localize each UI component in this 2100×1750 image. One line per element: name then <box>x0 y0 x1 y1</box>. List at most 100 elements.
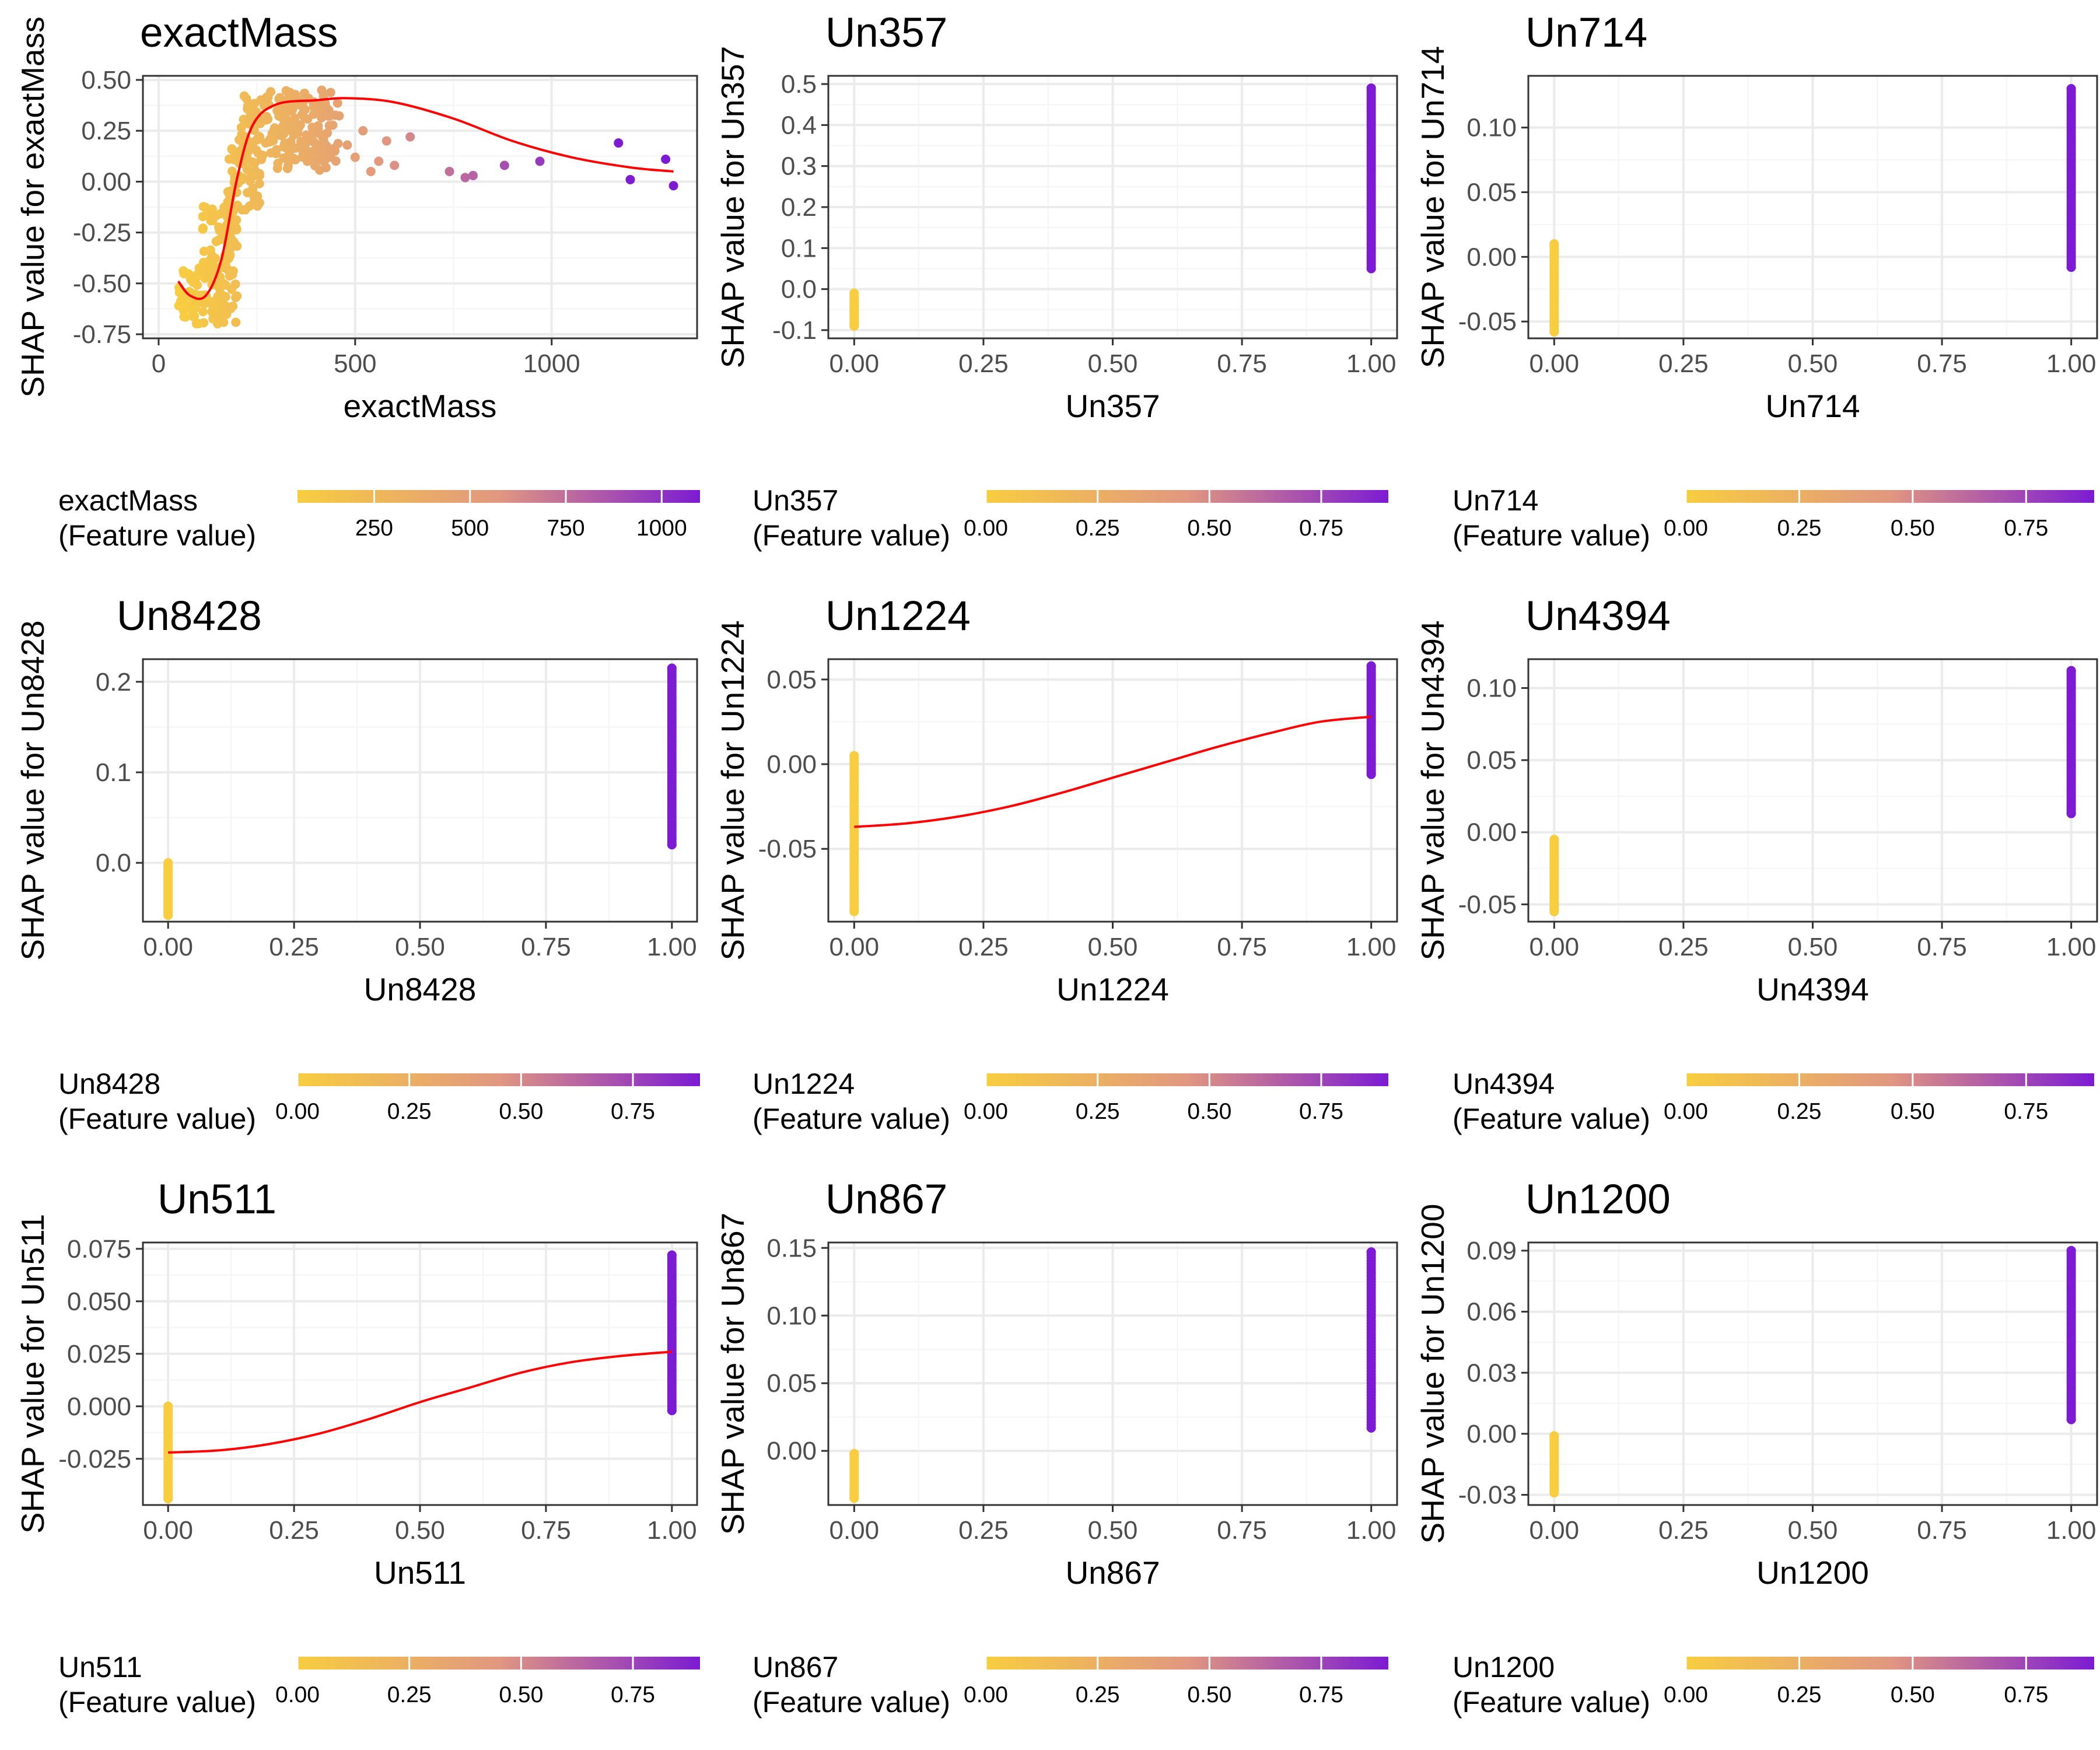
y-tick-label: -0.03 <box>1458 1481 1517 1510</box>
legend-title: Un1200 <box>1452 1651 1555 1684</box>
y-tick-label: 0.05 <box>766 1369 817 1398</box>
y-tick-label: 0.0 <box>781 275 817 304</box>
x-tick-label: 1.00 <box>2046 933 2096 961</box>
data-point <box>194 318 204 328</box>
data-point <box>1549 239 1559 249</box>
data-point <box>310 160 320 170</box>
smooth-line <box>177 97 674 300</box>
data-point <box>2066 262 2076 272</box>
x-tick-label: 0.50 <box>1088 349 1138 378</box>
x-tick-label: 0.50 <box>1788 349 1838 378</box>
points-layer <box>1549 84 2076 337</box>
points-layer <box>174 85 678 329</box>
data-point <box>321 163 331 173</box>
chart-title: Un8428 <box>117 593 262 639</box>
color-legend: Un1200(Feature value) 0.00 0.25 0.50 0.75 <box>1452 1651 2094 1718</box>
data-point <box>318 146 328 156</box>
legend-colorbar <box>1686 1073 2094 1086</box>
color-legend: Un4394(Feature value) 0.00 0.25 0.50 0.75 <box>1452 1068 2094 1135</box>
legend-tick-label: 0.75 <box>1299 516 1343 541</box>
y-tick-label: 0.4 <box>781 111 817 139</box>
x-tick-label: 0.00 <box>1529 349 1579 378</box>
data-point <box>1366 264 1376 274</box>
legend-colorbar <box>986 1073 1388 1086</box>
y-tick-label: 0.03 <box>1466 1359 1517 1387</box>
legend-tick-label: 0.00 <box>964 1099 1008 1124</box>
legend-colorbar <box>1686 1657 2094 1670</box>
y-tick-label: 0.10 <box>766 1301 817 1330</box>
x-tick-label: 1.00 <box>647 933 697 961</box>
x-tick-label: 1.00 <box>1346 349 1396 378</box>
legend-tick-label: 0.75 <box>2004 1099 2048 1124</box>
data-point <box>252 135 262 145</box>
legend-tick-label: 0.50 <box>1187 1682 1231 1707</box>
data-point <box>625 174 635 184</box>
data-point <box>163 1494 173 1504</box>
legend-tick-label: 250 <box>355 516 393 541</box>
chart-title: Un357 <box>825 10 947 56</box>
chart-panel-un1200: 0.00 0.25 0.50 0.75 1.00 -0.03 0.00 0.03 0.06 0.0… <box>1415 1177 2098 1718</box>
legend-tick-label: 750 <box>547 516 584 541</box>
data-point <box>535 156 545 166</box>
data-point <box>1549 1431 1559 1441</box>
x-tick-label: 0.25 <box>958 1516 1009 1545</box>
data-point <box>849 288 859 298</box>
legend-colorbar <box>298 490 700 503</box>
data-point <box>382 136 391 146</box>
y-tick-label: -0.05 <box>1458 307 1517 336</box>
y-tick-label: 0.09 <box>1466 1237 1517 1265</box>
data-point <box>2066 1415 2076 1424</box>
y-tick-label: -0.025 <box>58 1445 131 1474</box>
points-layer <box>1549 1245 2076 1498</box>
legend-tick-label: 0.25 <box>1076 1099 1120 1124</box>
x-tick-label: 0.50 <box>395 1516 445 1545</box>
x-tick-label: 0.75 <box>1917 933 1967 961</box>
data-point <box>199 246 209 256</box>
y-tick-label: 0.00 <box>766 1437 817 1465</box>
legend-title: Un357 <box>752 484 838 517</box>
data-point <box>232 291 242 301</box>
data-point <box>191 272 201 282</box>
y-tick-label: 0.075 <box>67 1235 131 1264</box>
data-point <box>276 104 286 114</box>
points-layer <box>1549 666 2076 916</box>
x-tick-label: 0.50 <box>395 933 445 961</box>
data-point <box>198 298 208 307</box>
data-point <box>328 120 338 130</box>
points-layer <box>163 663 677 921</box>
data-point <box>1366 1423 1376 1433</box>
x-tick-label: 0.50 <box>1088 1516 1138 1545</box>
data-point <box>225 190 235 200</box>
y-tick-label: 0.1 <box>96 758 131 787</box>
legend-colorbar <box>986 1657 1388 1670</box>
x-axis-label: exactMass <box>344 388 497 424</box>
data-point <box>460 173 470 183</box>
legend-subtitle: (Feature value) <box>58 519 256 552</box>
y-tick-label: 0.05 <box>1466 178 1517 207</box>
y-axis-label: SHAP value for Un1224 <box>715 621 751 961</box>
y-tick-label: -0.75 <box>73 320 131 349</box>
legend-tick-label: 0.00 <box>1664 1099 1708 1124</box>
y-tick-label: -0.25 <box>73 219 131 247</box>
panel-border <box>142 75 698 340</box>
chart-panel-un867: 0.00 0.25 0.50 0.75 1.00 0.00 0.05 0.10 0.15 Un86… <box>715 1177 1398 1718</box>
data-point <box>279 113 289 123</box>
chart-panel-un4394: 0.00 0.25 0.50 0.75 1.00 -0.05 0.00 0.05 0.10 Un4… <box>1415 593 2098 1135</box>
y-tick-label: 0.050 <box>67 1287 131 1316</box>
data-point <box>272 163 282 173</box>
chart-title: Un4394 <box>1525 593 1671 639</box>
data-point <box>1549 327 1559 337</box>
data-point <box>307 146 317 156</box>
data-point <box>2066 1245 2076 1255</box>
data-point <box>279 129 289 139</box>
data-point <box>2066 808 2076 818</box>
data-point <box>667 1406 677 1415</box>
data-point <box>310 138 320 148</box>
x-tick-label: 0.25 <box>1658 349 1709 378</box>
data-point <box>275 93 285 103</box>
legend-title: Un867 <box>752 1651 838 1684</box>
x-axis-label: Un1224 <box>1056 971 1169 1007</box>
legend-tick-label: 0.75 <box>2004 1682 2048 1707</box>
legend-tick-label: 0.25 <box>1777 1682 1821 1707</box>
data-point <box>374 156 384 166</box>
